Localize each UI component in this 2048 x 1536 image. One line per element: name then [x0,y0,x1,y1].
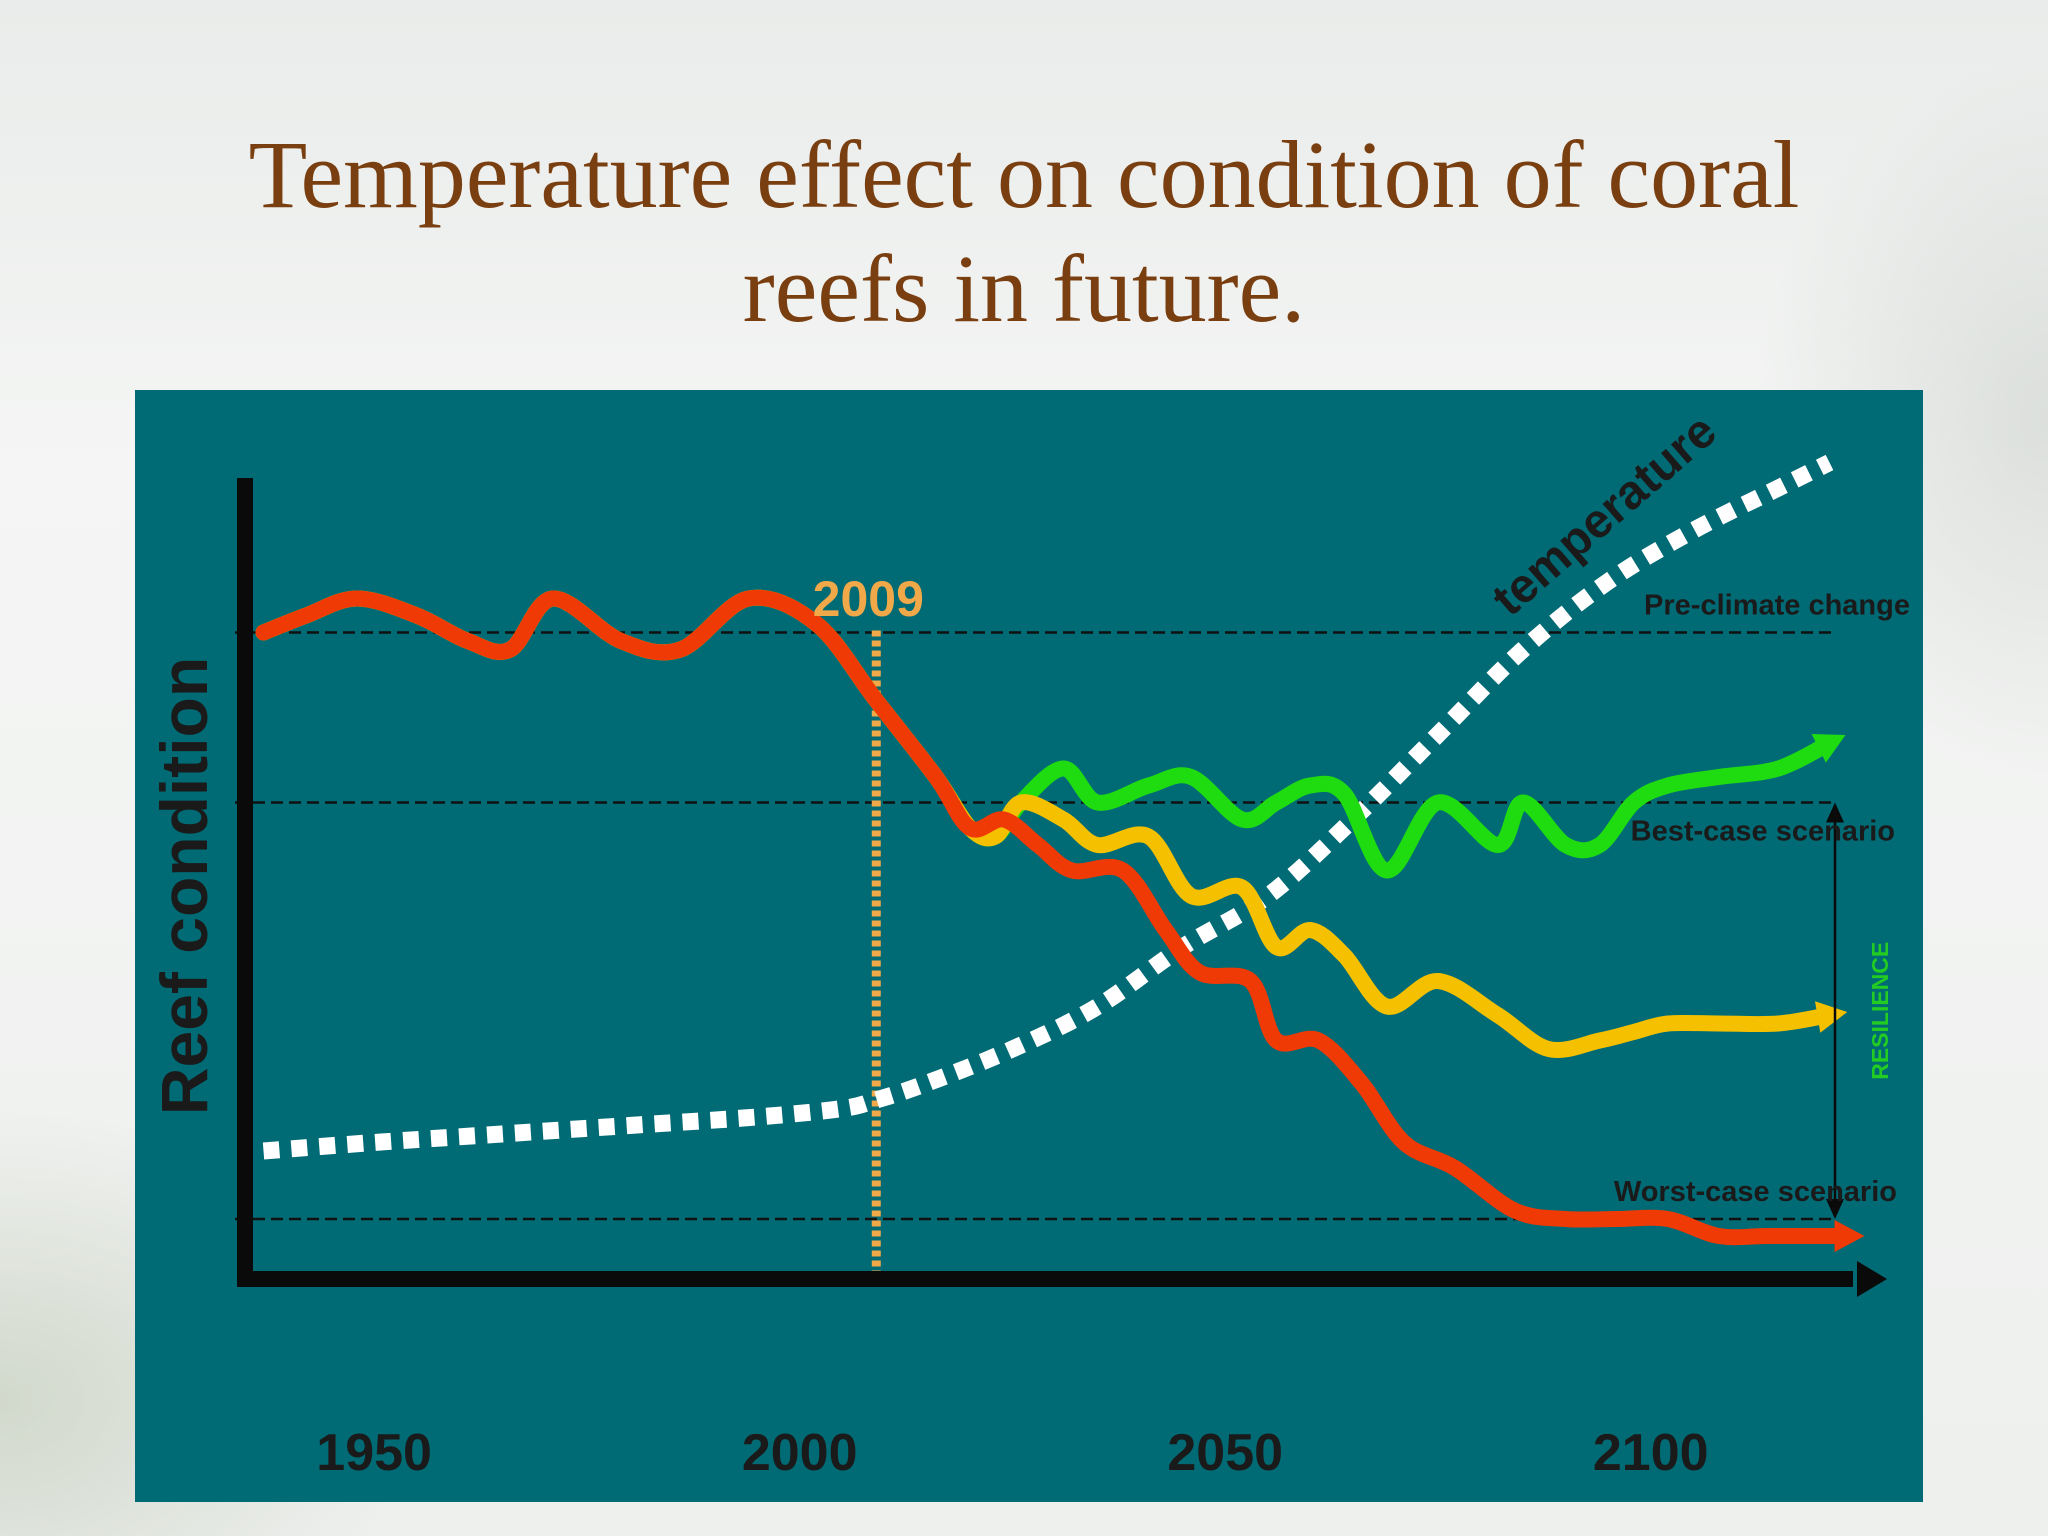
x-tick-label-2000: 2000 [742,1424,858,1482]
y-axis-label: Reef condition [147,657,221,1115]
x-tick-label-2100: 2100 [1593,1424,1709,1482]
middle-scenario-series-arrowhead [1815,1001,1848,1033]
worst-case-scenario-label: Worst-case scenario [1614,1176,1897,1208]
x-tick-label-2050: 2050 [1167,1424,1283,1482]
slide-title-line2: reefs in future. [742,235,1306,342]
resilience-label: RESILIENCE [1867,942,1893,1080]
marker-2009-label: 2009 [813,571,924,627]
pre-climate-change-label: Pre-climate change [1644,590,1910,622]
best-case-series-arrowhead [1811,734,1846,763]
x-tick-label-1950: 1950 [316,1424,432,1482]
resilience-arrow-bottom [1826,1199,1844,1219]
slide-title: Temperature effect on condition of coral… [120,118,1928,346]
best-case-scenario-label: Best-case scenario [1631,816,1895,848]
worst-case-series-arrowhead [1834,1220,1865,1252]
worst-case-series-line [255,589,1855,1246]
x-axis-arrowhead [1857,1261,1887,1297]
slide-title-line1: Temperature effect on condition of coral [248,121,1800,228]
reef-condition-chart: 1950 2000 2050 2100 Reef condition 2009 Pre-cl… [135,390,1923,1502]
resilience-arrow-top [1826,802,1844,823]
